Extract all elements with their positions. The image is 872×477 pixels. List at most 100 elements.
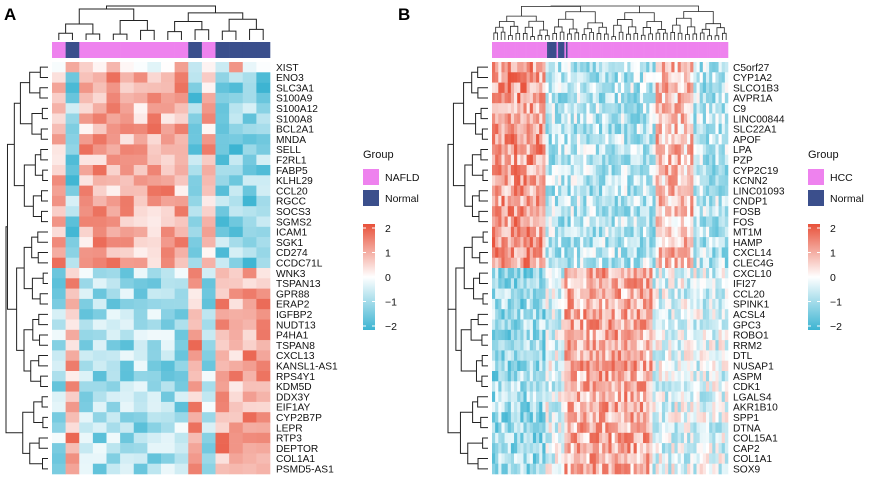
heatmap-cell [633,134,638,145]
heatmap-cell [633,381,638,392]
heatmap-cell [514,123,518,135]
heatmap-cell [724,226,729,238]
heatmap-cell [605,278,609,289]
heatmap-cell [526,237,531,248]
heatmap-cell [627,237,631,248]
heatmap-cell [161,72,175,83]
heatmap-cell [646,195,650,207]
heatmap-cell [520,391,524,403]
group-cell [680,42,683,58]
heatmap-cell [92,268,107,279]
heatmap-cell [687,237,691,248]
heatmap-cell [580,443,584,454]
heatmap-cell [589,340,593,351]
heatmap-cell [617,195,622,207]
heatmap-cell [617,257,622,269]
heatmap-cell [674,432,678,444]
heatmap-cell [643,422,647,434]
heatmap-cell [551,185,556,197]
heatmap-cell [120,288,135,300]
heatmap-cell [636,391,641,403]
heatmap-cell [608,412,612,423]
group-cell [493,42,496,58]
heatmap-cell [161,175,175,186]
heatmap-cell [646,237,650,248]
group-cell [545,42,548,58]
heatmap-cell [215,288,230,300]
heatmap-cell [539,72,543,83]
heatmap-cell [256,422,271,434]
heatmap-cell [671,216,675,228]
gene-label: SOX9 [733,464,761,475]
heatmap-cell [573,247,578,258]
heatmap-cell [699,401,704,413]
heatmap-cell [614,453,619,464]
heatmap-cell [576,92,581,104]
heatmap-cell [633,72,638,83]
heatmap-cell [52,412,66,423]
heatmap-cell [567,298,571,310]
heatmap-cell [668,72,672,83]
heatmap-cell [605,288,609,300]
heatmap-cell [699,319,704,331]
heatmap-cell [92,360,107,372]
heatmap-cell [690,72,694,83]
heatmap-cell [598,62,603,73]
heatmap-cell [573,432,578,444]
heatmap-cell [602,432,606,444]
heatmap-cell [687,206,691,217]
heatmap-cell [611,350,616,361]
heatmap-cell [520,237,524,248]
heatmap-cell [498,340,502,351]
heatmap-cell [586,113,590,125]
heatmap-cell [627,134,631,145]
heatmap-cell [523,62,527,73]
heatmap-cell [699,412,704,423]
heatmap-cell [551,154,556,166]
heatmap-cell [690,195,694,207]
heatmap-cell [646,298,650,310]
heatmap-cell [677,113,682,125]
heatmap-cell [548,391,553,403]
heatmap-cell [542,443,546,454]
heatmap-cell [671,247,675,258]
heatmap-cell [602,123,606,135]
legend-label: HCC [830,172,853,184]
heatmap-cell [655,453,660,464]
heatmap-cell [680,72,685,83]
heatmap-cell [551,298,556,310]
heatmap-cell [558,92,562,104]
heatmap-cell [161,82,175,94]
heatmap-cell [510,298,515,310]
heatmap-cell [242,319,257,331]
heatmap-cell [605,453,609,464]
heatmap-cell [215,443,230,454]
heatmap-cell [188,216,203,228]
heatmap-cell [655,92,660,104]
heatmap-cell [687,401,691,413]
heatmap-cell [627,82,631,94]
heatmap-cell [592,195,597,207]
heatmap-cell [570,206,575,217]
heatmap-cell [671,134,675,145]
heatmap-cell [630,257,634,269]
heatmap-cell [501,185,505,197]
heatmap-cell [188,422,203,434]
heatmap-cell [536,237,540,248]
heatmap-cell [147,319,162,331]
heatmap-cell [147,391,162,403]
heatmap-cell [608,319,612,331]
heatmap-cell [201,340,216,351]
heatmap-cell [690,134,694,145]
heatmap-cell [665,92,669,104]
heatmap-cell [256,453,271,464]
heatmap-cell [636,350,641,361]
heatmap-cell [595,371,600,382]
heatmap-cell [702,257,707,269]
heatmap-cell [548,319,553,331]
heatmap-cell [492,144,496,155]
heatmap-cell [630,309,634,320]
legend-label: Normal [830,193,864,205]
heatmap-cell [668,123,672,135]
heatmap-cell [655,195,660,207]
